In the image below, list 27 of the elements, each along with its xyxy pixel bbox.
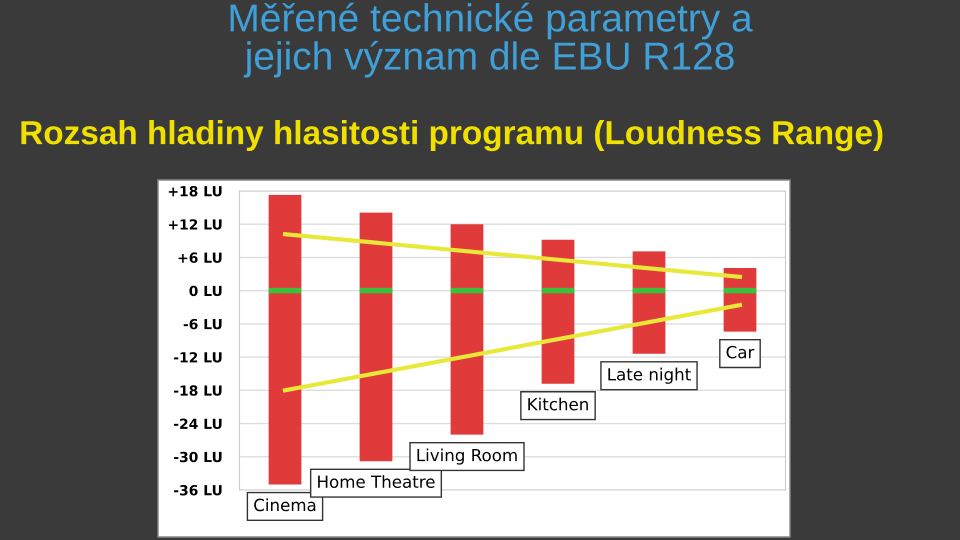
y-tick-label: -18 LU [174, 385, 222, 396]
bar [450, 224, 484, 435]
x-tick-label: Kitchen [528, 398, 588, 410]
x-tick-label: Late night [608, 368, 691, 384]
y-tick-label: +12 LU [168, 219, 222, 230]
y-tick-label: -12 LU [174, 352, 222, 363]
x-tick-label: Home Theatre [318, 475, 435, 488]
bar [632, 288, 666, 294]
y-tick-label: +6 LU [178, 252, 222, 263]
y-tick-label: +18 LU [168, 186, 222, 196]
bar [268, 194, 302, 484]
bar [450, 288, 484, 294]
bar [724, 288, 756, 294]
y-tick-label: 0 LU [189, 286, 222, 296]
bar [360, 288, 392, 294]
bar [360, 212, 392, 462]
y-tick-label: -6 LU [184, 318, 222, 330]
y-tick-label: -36 LU [174, 484, 222, 496]
x-tick-label: Car [726, 346, 754, 358]
y-tick-label: -30 LU [174, 452, 222, 462]
bar [268, 288, 302, 294]
x-tick-label: Living Room [417, 448, 517, 465]
bar [542, 288, 574, 294]
chart-title: Měřené technické parametry a jejich význam dle EBU R128 [230, 2, 753, 78]
y-tick-label: -24 LU [174, 418, 222, 430]
chart-subtitle: Rozsah hladiny hlasitosti programu (Loudness Range) [21, 120, 882, 152]
x-tick-label: Cinema [254, 498, 316, 512]
